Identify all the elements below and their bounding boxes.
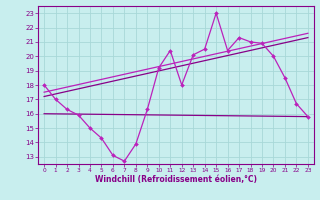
X-axis label: Windchill (Refroidissement éolien,°C): Windchill (Refroidissement éolien,°C) (95, 175, 257, 184)
